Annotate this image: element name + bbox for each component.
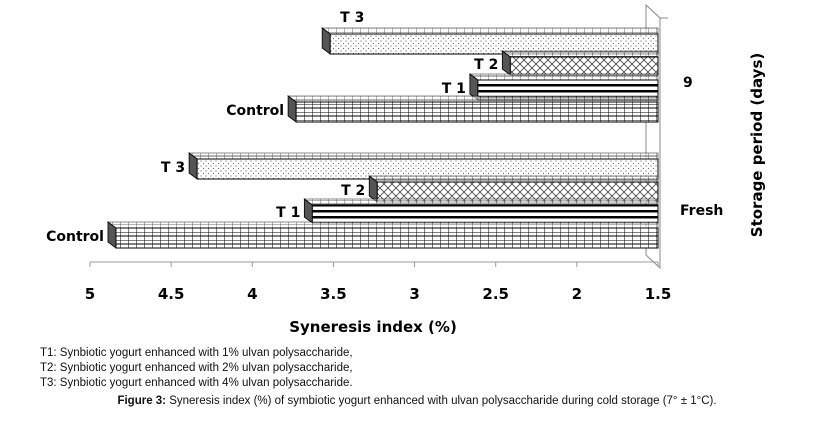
bar-top-face: [303, 198, 659, 206]
bar-label: Control: [46, 229, 104, 245]
bar-label: T 1: [442, 81, 466, 97]
bar-top-face: [286, 95, 659, 103]
bar-label: T 3: [161, 160, 185, 176]
bar-top-face: [320, 27, 659, 35]
x-tick-label: 2: [572, 285, 582, 303]
x-tick-label: 3: [409, 285, 419, 303]
caption-label: Figure 3:: [117, 395, 167, 407]
category-label-9: 9: [683, 75, 693, 91]
x-tick-label: 5: [85, 285, 95, 303]
bar-label: Control: [226, 103, 284, 119]
x-tick-label: 2.5: [482, 285, 509, 303]
bar-label: T 2: [341, 183, 365, 199]
bar-label: T 3: [340, 10, 364, 26]
bar-control-9: Control: [226, 95, 659, 123]
bar-t2-9: T 2: [474, 50, 659, 76]
note-t3: T3: Synbiotic yogurt enhanced with 4% ul…: [40, 377, 353, 389]
bar-t1-9: T 1: [442, 73, 659, 101]
bar-top-face: [187, 152, 659, 160]
x-tick-label: 4: [247, 285, 257, 303]
bar-label: T 2: [474, 57, 498, 73]
bar-top-face: [106, 221, 659, 229]
figure-caption: Figure 3: Syneresis index (%) of symbiot…: [0, 395, 834, 407]
x-tick-label: 4.5: [158, 285, 185, 303]
bar-front-face: [115, 227, 659, 249]
bar-front-face: [311, 204, 659, 224]
note-t2: T2: Synbiotic yogurt enhanced with 2% ul…: [40, 362, 353, 374]
bar-front-face: [509, 56, 659, 76]
bar-top-face: [501, 50, 659, 58]
bar-t1-fresh: T 1: [276, 198, 659, 224]
bar-label: T 1: [276, 205, 300, 221]
bar-front-face: [329, 33, 659, 55]
y-axis-title: Storage period (days): [748, 53, 766, 237]
bar-t2-fresh: T 2: [341, 175, 659, 203]
category-label-fresh: Fresh: [680, 203, 723, 219]
bar-top-face: [368, 175, 659, 183]
x-tick-label: 3.5: [320, 285, 347, 303]
bar-front-face: [295, 101, 659, 123]
bar-t3-9: T 3: [320, 10, 659, 55]
note-t1: T1: Synbiotic yogurt enhanced with 1% ul…: [40, 347, 353, 359]
syneresis-chart: T 3 T 2 T 1 Control T 3 T 2 T 1 Control 5 4.5 4 3.…: [46, 3, 766, 336]
x-tick-label: 1.5: [645, 285, 672, 303]
bar-top-face: [468, 73, 659, 81]
caption-text: Syneresis index (%) of symbiotic yogurt …: [166, 395, 717, 407]
bar-control-fresh: Control: [46, 221, 659, 249]
bar-t3-fresh: T 3: [161, 152, 659, 180]
x-axis-title: Syneresis index (%): [289, 318, 457, 336]
